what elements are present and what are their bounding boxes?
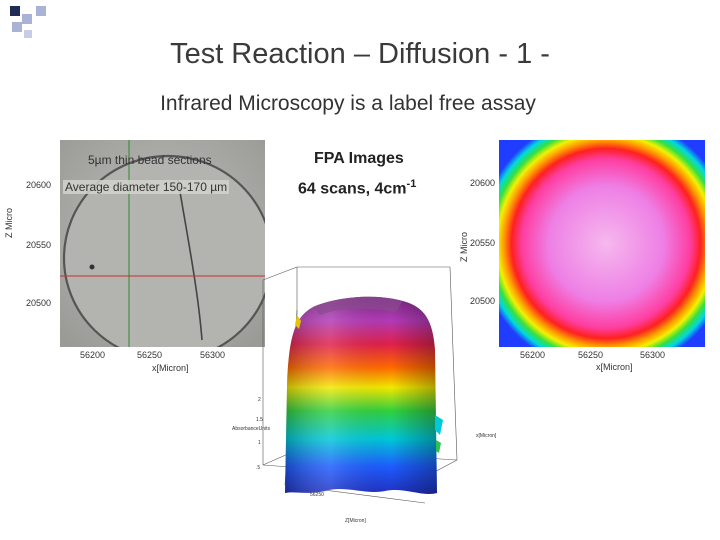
- surface-3d-plot: [262, 266, 458, 504]
- deco-square: [24, 30, 32, 38]
- surface-depth-axis-label: Z[Micron]: [345, 518, 366, 524]
- micrograph-y-tick: 20600: [26, 180, 52, 190]
- heatmap-x-axis-label: x[Micron]: [596, 362, 633, 372]
- deco-square: [36, 6, 46, 16]
- surface-side-fragment: [435, 415, 443, 435]
- deco-square: [10, 6, 20, 16]
- fpa-title: FPA Images: [314, 150, 404, 167]
- surface-side-fragment: [295, 315, 301, 329]
- heatmap-y-tick: 20600: [470, 178, 496, 188]
- micrograph-caption-1: 5µm thin bead sections: [88, 153, 212, 167]
- micrograph-image: [60, 140, 265, 347]
- fpa-scans: 64 scans, 4cm-1: [298, 178, 416, 198]
- micrograph-y-tick: 20500: [26, 298, 52, 308]
- micrograph-y-axis-label: Z Micro: [4, 208, 14, 238]
- fpa-heatmap-image: [499, 140, 705, 347]
- bead-section-outline: [62, 154, 265, 347]
- fpa-scans-exponent: -1: [406, 178, 417, 190]
- bead-spot: [89, 264, 95, 270]
- slide-title: Test Reaction – Diffusion - 1 -: [170, 38, 550, 70]
- slide-subtitle: Infrared Microscopy is a label free assa…: [160, 92, 536, 115]
- micrograph-x-axis-label: x[Micron]: [152, 363, 189, 373]
- deco-square: [22, 14, 32, 24]
- deco-square: [12, 22, 22, 32]
- heatmap-y-tick: 20550: [470, 238, 496, 248]
- heatmap-x-tick: 56250: [578, 350, 604, 360]
- fpa-scans-text: 64 scans, 4cm: [298, 180, 407, 198]
- surface-z-tick: .5: [256, 465, 261, 471]
- heatmap-y-tick: 20500: [470, 296, 496, 306]
- surface-dome-top: [313, 296, 403, 315]
- surface-z-axis-label: AbsorbanceUnits: [232, 426, 271, 432]
- surface-x-tick: 56250: [310, 492, 324, 498]
- micrograph-x-tick: 56300: [200, 350, 226, 360]
- surface-z-tick: 2: [258, 397, 261, 403]
- heatmap-x-tick: 56300: [640, 350, 666, 360]
- surface-x-axis-label: x[Micron]: [476, 433, 497, 439]
- surface-z-tick: 1: [258, 440, 261, 446]
- micrograph-x-tick: 56200: [80, 350, 106, 360]
- surface-z-tick: 1.5: [256, 417, 263, 423]
- heatmap-x-tick: 56200: [520, 350, 546, 360]
- heatmap-field: [499, 140, 705, 347]
- surface-side-fragment: [436, 440, 441, 453]
- surface-dome-shading: [285, 296, 437, 494]
- micrograph-x-tick: 56250: [137, 350, 163, 360]
- micrograph-y-tick: 20550: [26, 240, 52, 250]
- bead-crack-line: [177, 179, 203, 341]
- micrograph-caption-2: Average diameter 150-170 µm: [63, 180, 230, 194]
